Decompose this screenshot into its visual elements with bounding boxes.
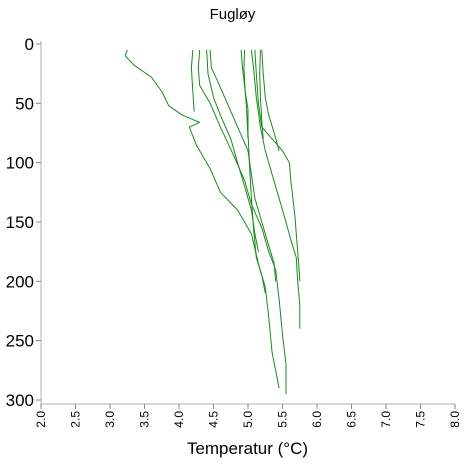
x-tick-label: 3.5 bbox=[138, 411, 152, 428]
temperature-profile-line bbox=[261, 49, 280, 151]
x-tick-label: 7.5 bbox=[414, 411, 428, 428]
x-tick-label: 3.0 bbox=[103, 411, 117, 428]
temperature-profile-line bbox=[124, 49, 280, 389]
y-tick-label: 50 bbox=[15, 94, 34, 113]
temperature-profile-line bbox=[250, 49, 301, 329]
x-tick-label: 5.0 bbox=[241, 411, 255, 428]
y-tick-label: 200 bbox=[6, 272, 34, 291]
temperature-profile-line bbox=[254, 49, 301, 282]
y-tick-label: 150 bbox=[6, 213, 34, 232]
x-tick-label: 4.0 bbox=[172, 411, 186, 428]
chart-title: Fugløy bbox=[209, 6, 256, 23]
temperature-profile-line bbox=[206, 49, 259, 252]
x-tick-label: 8.0 bbox=[448, 411, 462, 428]
x-tick-label: 2.0 bbox=[34, 411, 48, 428]
x-tick-label: 5.5 bbox=[276, 411, 290, 428]
x-tick-label: 7.0 bbox=[379, 411, 393, 428]
y-tick-label: 300 bbox=[6, 391, 34, 410]
y-tick-label: 250 bbox=[6, 332, 34, 351]
x-tick-label: 6.0 bbox=[310, 411, 324, 428]
temperature-profile-line bbox=[197, 49, 287, 395]
temperature-profile-line bbox=[209, 49, 277, 282]
y-tick-label: 0 bbox=[25, 35, 34, 54]
x-axis-label: Temperatur (°C) bbox=[186, 439, 309, 458]
x-tick-label: 2.5 bbox=[69, 411, 83, 428]
x-tick-label: 6.5 bbox=[345, 411, 359, 428]
temperature-profile-line bbox=[259, 49, 264, 139]
temperature-profile-line bbox=[243, 49, 249, 139]
y-tick-label: 100 bbox=[6, 154, 34, 173]
x-tick-label: 4.5 bbox=[207, 411, 221, 428]
temperature-profile-line bbox=[190, 49, 195, 112]
